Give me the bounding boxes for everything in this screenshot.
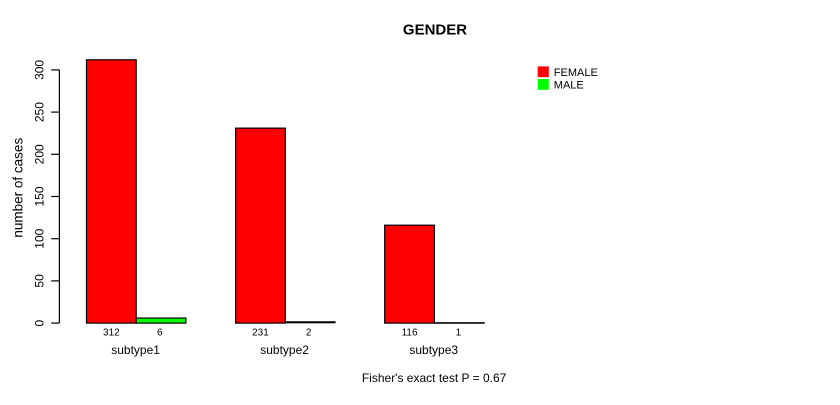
svg-text:FEMALE: FEMALE	[554, 67, 598, 79]
svg-text:231: 231	[252, 328, 269, 339]
svg-text:250: 250	[33, 102, 47, 122]
svg-text:subtype1: subtype1	[111, 343, 160, 357]
svg-text:Fisher's exact test P = 0.67: Fisher's exact test P = 0.67	[362, 371, 507, 385]
svg-text:116: 116	[402, 328, 418, 339]
svg-text:subtype2: subtype2	[260, 343, 309, 357]
svg-text:0: 0	[33, 319, 47, 326]
svg-text:300: 300	[33, 60, 47, 80]
svg-text:50: 50	[33, 274, 47, 288]
svg-text:2: 2	[306, 328, 312, 339]
svg-text:200: 200	[33, 144, 47, 164]
svg-text:150: 150	[33, 186, 47, 206]
svg-text:1: 1	[456, 328, 462, 339]
svg-text:MALE: MALE	[554, 80, 584, 92]
svg-text:subtype3: subtype3	[409, 343, 458, 357]
svg-text:312: 312	[103, 328, 120, 339]
svg-text:100: 100	[33, 228, 47, 248]
svg-text:6: 6	[157, 328, 163, 339]
svg-text:number of cases: number of cases	[11, 138, 26, 238]
svg-text:GENDER: GENDER	[403, 21, 467, 38]
